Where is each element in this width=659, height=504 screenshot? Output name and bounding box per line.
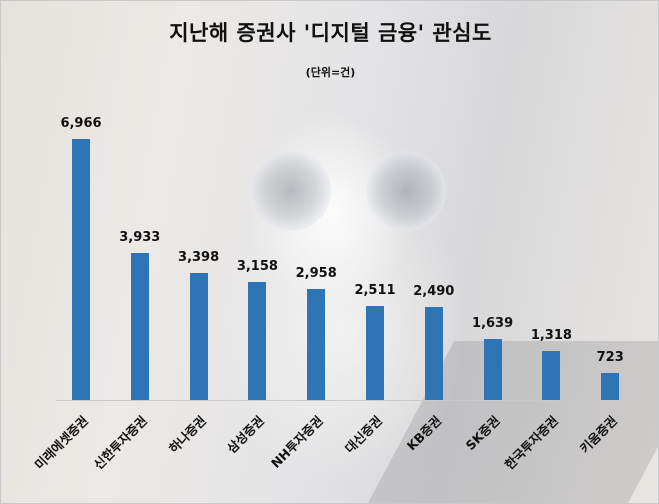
bar-value-label: 3,933 <box>119 230 161 245</box>
x-axis-line <box>56 400 636 401</box>
x-axis-category-label: NH투자증권 <box>268 412 327 471</box>
background-robot-eye-right <box>366 151 446 231</box>
bar-value-label: 723 <box>596 350 624 365</box>
x-axis-category-label: 삼성증권 <box>224 412 268 457</box>
x-axis-category-label: 한국투자증권 <box>502 412 562 473</box>
bar-value-label: 2,490 <box>413 284 455 299</box>
x-axis-category-label: 키움증권 <box>577 412 621 457</box>
chart-subtitle: (단위=건) <box>305 66 356 79</box>
bar-value-label: 2,511 <box>354 283 396 298</box>
bar <box>189 273 208 400</box>
bar <box>424 307 443 400</box>
x-axis-category-label: 신한투자증권 <box>90 412 150 473</box>
x-axis-category-label: 대신증권 <box>341 412 386 457</box>
bar-value-label: 3,398 <box>178 250 220 265</box>
bar-value-label: 3,158 <box>236 259 278 274</box>
x-axis-category-label: 하나증권 <box>165 412 209 457</box>
bar <box>366 306 384 400</box>
chart-title: 지난해 증권사 '디지털 금융' 관심도 <box>169 21 492 45</box>
bar-value-label: 2,958 <box>295 266 337 281</box>
bar-value-label: 1,639 <box>472 316 514 331</box>
bar-value-label: 6,966 <box>60 116 102 131</box>
bar <box>307 289 326 400</box>
bar <box>542 351 561 400</box>
bar <box>130 253 149 400</box>
bar <box>483 339 502 400</box>
x-axis-category-label: SK증권 <box>462 412 503 453</box>
bar-value-label: 1,318 <box>530 328 572 343</box>
bar <box>248 282 267 400</box>
x-axis-category-label: 미래에셋증권 <box>31 412 92 473</box>
bar <box>72 139 90 400</box>
background-robot-eye-left <box>251 151 331 231</box>
x-axis-category-label: KB증권 <box>403 412 445 454</box>
bar <box>601 373 620 400</box>
